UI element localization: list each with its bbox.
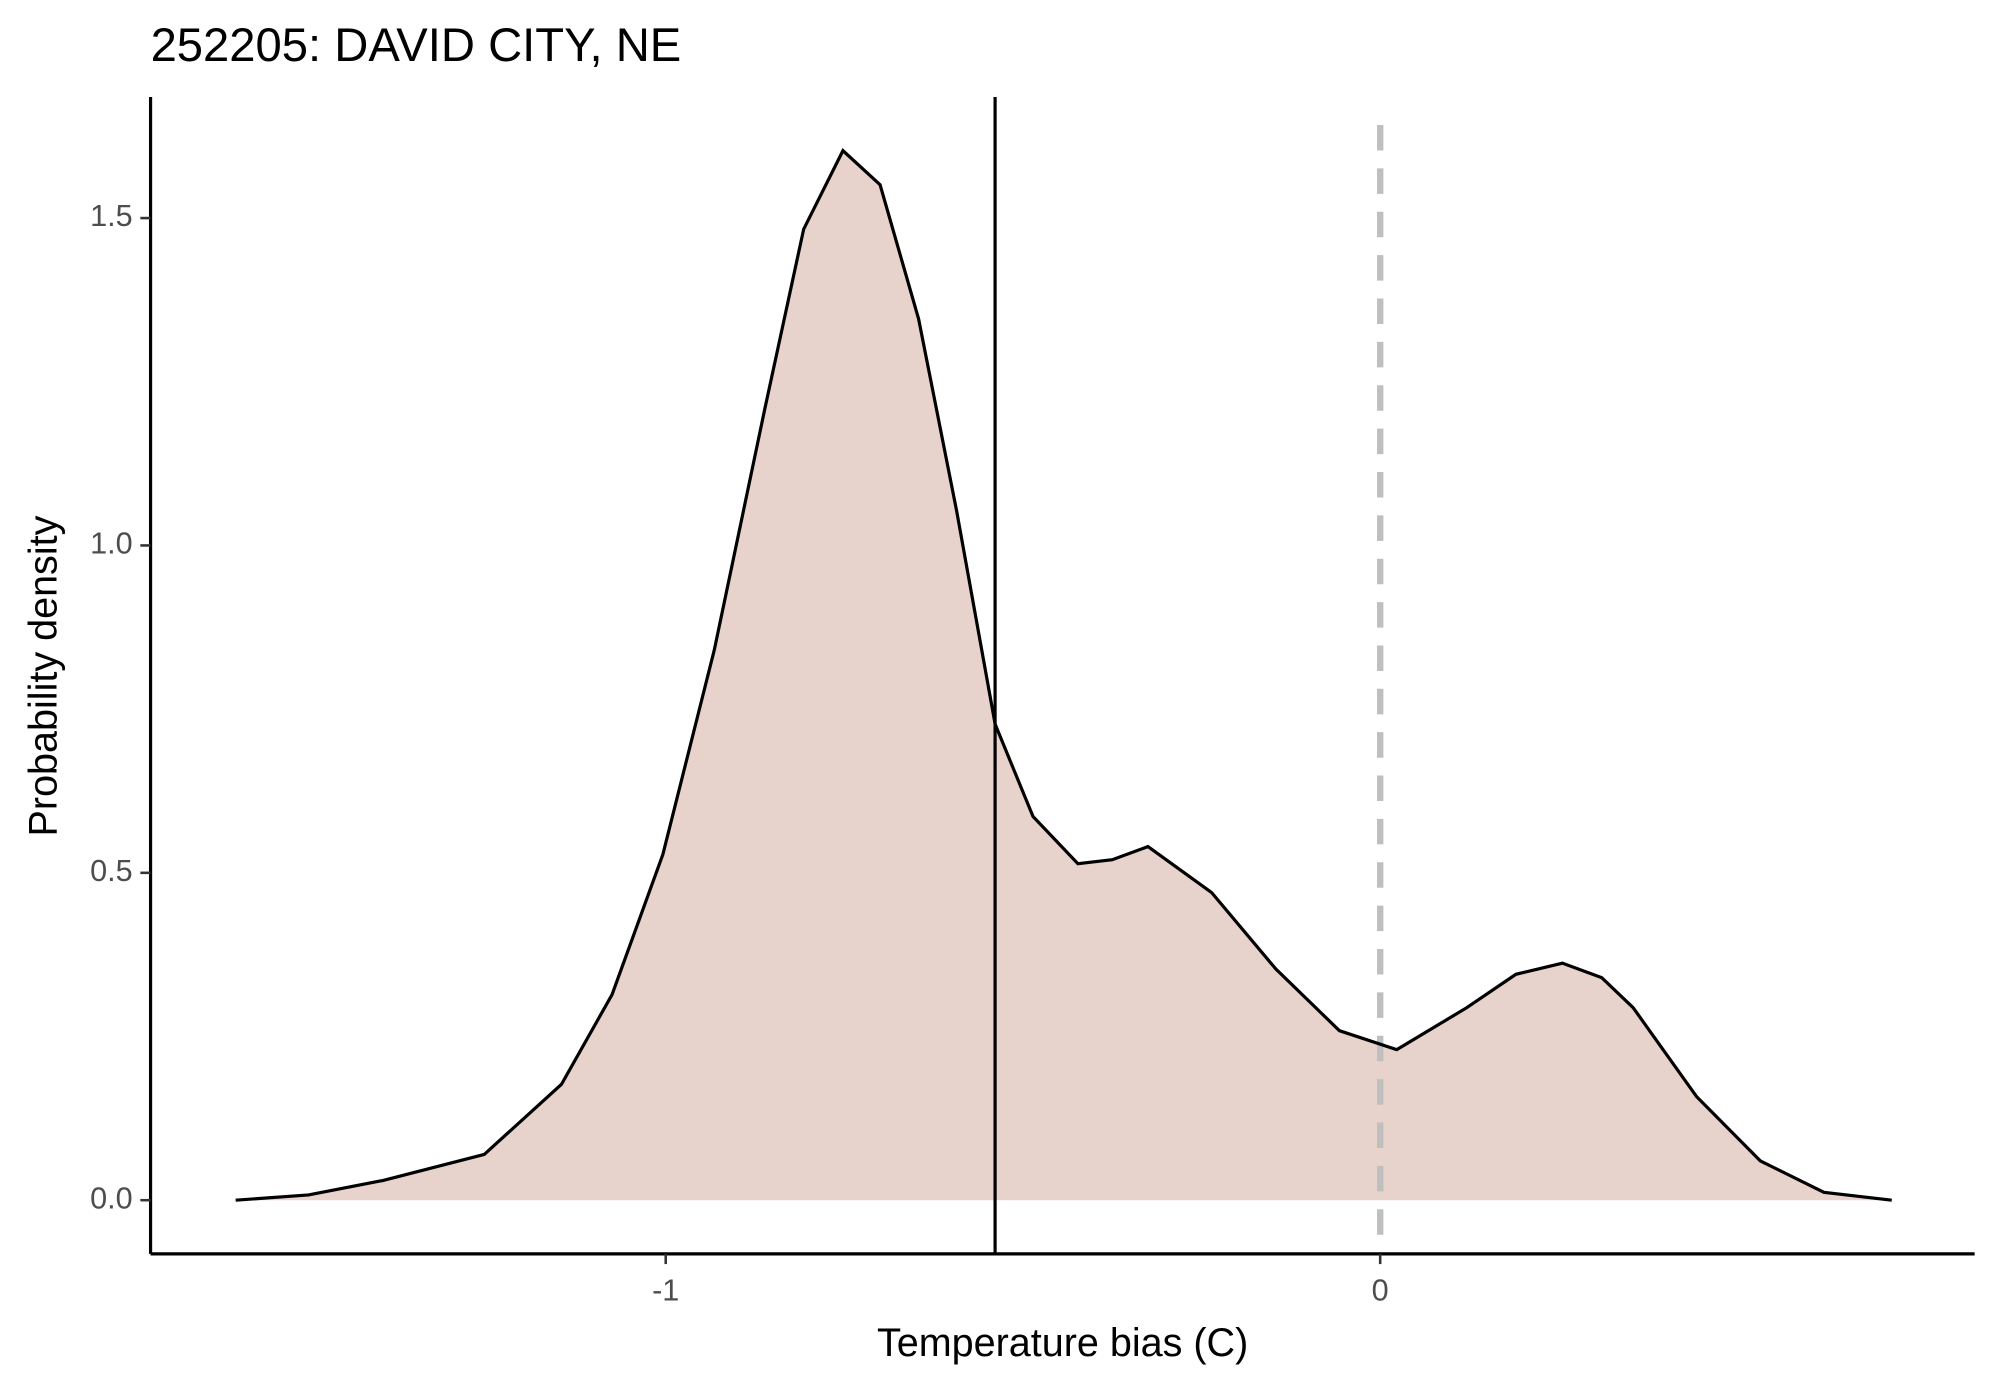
y-axis-label: Probability density xyxy=(21,515,65,836)
y-tick-label: 1.5 xyxy=(90,199,133,233)
y-tick-label: 0.0 xyxy=(90,1181,133,1215)
density-line xyxy=(235,148,1892,1202)
x-tick-label: -1 xyxy=(652,1273,679,1307)
chart-title: 252205: DAVID CITY, NE xyxy=(151,19,682,72)
density-area xyxy=(235,150,1892,1201)
x-axis-label: Temperature bias (C) xyxy=(877,1321,1248,1365)
y-tick-label: 1.0 xyxy=(90,527,133,561)
y-tick-label: 0.5 xyxy=(90,854,133,888)
x-tick-label: 0 xyxy=(1372,1273,1389,1307)
